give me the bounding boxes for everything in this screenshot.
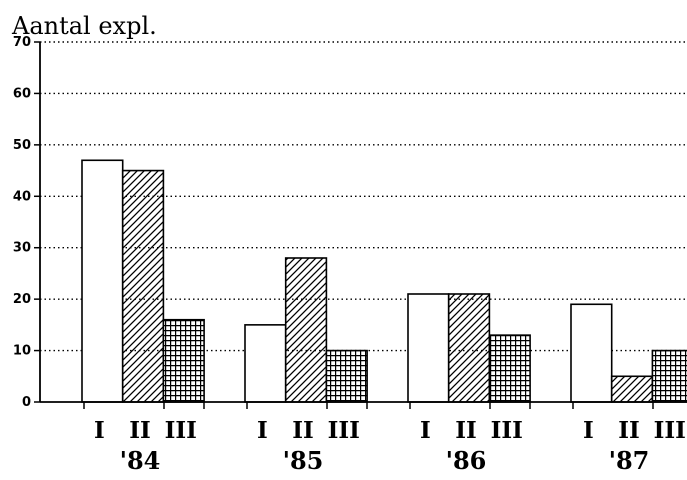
y-tick-label-10: 10 xyxy=(13,344,31,359)
bar-87-I xyxy=(570,303,613,403)
bar-85-III xyxy=(325,349,368,403)
bar-label-87-II: II xyxy=(618,417,640,444)
y-tick-label-70: 70 xyxy=(13,35,31,50)
group-label-87: '87 xyxy=(609,446,650,475)
bar-84-III xyxy=(162,318,205,403)
y-tick-label-20: 20 xyxy=(13,292,31,307)
bar-86-II xyxy=(447,293,491,403)
bar-label-86-II: II xyxy=(455,417,477,444)
bar-86-III xyxy=(488,334,531,403)
y-tick-label-30: 30 xyxy=(13,241,31,256)
group-label-84: '84 xyxy=(120,446,161,475)
bar-84-I xyxy=(81,159,124,403)
y-tick-label-40: 40 xyxy=(13,189,31,204)
bar-label-85-I: I xyxy=(257,417,268,444)
group-label-85: '85 xyxy=(283,446,324,475)
y-tick-label-60: 60 xyxy=(13,86,31,101)
bar-85-I xyxy=(244,324,287,403)
bar-84-II xyxy=(121,169,165,403)
bars xyxy=(81,159,687,403)
bar-85-II xyxy=(284,257,328,403)
y-tick-label-50: 50 xyxy=(13,138,31,153)
bar-label-84-I: I xyxy=(94,417,105,444)
bar-label-87-III: III xyxy=(654,417,686,444)
y-axis-title: Aantal expl. xyxy=(11,12,157,40)
bar-label-84-III: III xyxy=(165,417,197,444)
bar-label-84-II: II xyxy=(129,417,151,444)
bar-label-86-I: I xyxy=(420,417,431,444)
axes xyxy=(34,41,687,409)
bar-87-III xyxy=(651,349,687,403)
bar-86-I xyxy=(407,293,450,403)
bar-label-86-III: III xyxy=(491,417,523,444)
group-label-86: '86 xyxy=(446,446,487,475)
bar-label-85-II: II xyxy=(292,417,314,444)
bar-87-II xyxy=(610,375,654,403)
bar-label-85-III: III xyxy=(328,417,360,444)
y-tick-label-0: 0 xyxy=(22,395,31,410)
bar-label-87-I: I xyxy=(583,417,594,444)
